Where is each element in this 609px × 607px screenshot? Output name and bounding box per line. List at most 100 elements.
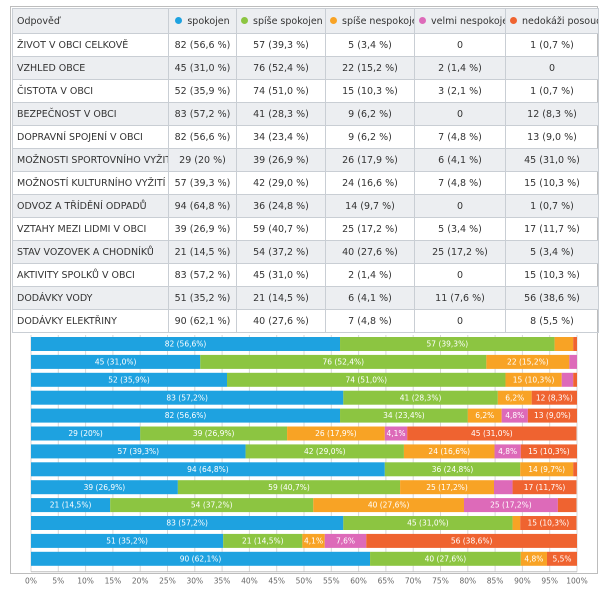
bar-segment [520,551,547,566]
bar-data-label: 45 (31,0%) [407,519,449,528]
row-question: AKTIVITY SPOLKŮ V OBCI [12,263,169,287]
bar-segment [31,426,141,441]
table-row: ŽIVOT V OBCI CELKOVĚ 82 (56,6 %) 57 (39,3 … [12,33,599,57]
bar-segment [557,498,577,513]
table-row: DODÁVKY ELEKTŘINY 90 (62,1 %) 40 (27,6 %) 7… [12,309,599,333]
legend-dot [241,16,248,24]
bar-data-label: 76 (52,4%) [323,358,365,367]
x-tick-label: 70% [405,577,422,586]
bar-segment [512,516,521,530]
bar-segment [407,426,577,441]
bar-segment [31,462,385,477]
bar-data-label: 21 (14,5%) [242,537,284,546]
x-tick-label: 5% [52,577,64,586]
bar-segment [384,426,408,441]
bar-data-label: 82 (56,6%) [165,340,207,349]
x-tick-label: 65% [378,577,395,586]
bar-segment [245,444,404,459]
bar-segment [31,480,178,495]
bar-data-label: 29 (20%) [68,429,103,438]
table-cell: 5 (3,4 %) [505,240,599,264]
bar-data-label: 59 (40,7%) [268,483,310,492]
x-tick-label: 80% [459,577,476,586]
table-cell: 34 (23,4 %) [236,125,326,149]
bar-segment [340,337,555,351]
x-tick-label: 20% [132,577,149,586]
bar-data-label: 83 (57,2%) [166,393,208,402]
bar-data-label: 6,2% [475,411,494,420]
bar-data-label: 52 (35,9%) [108,375,150,384]
bar-data-label: 40 (27,6%) [425,554,467,563]
bar-segment [140,426,288,441]
legend-dot [175,16,183,24]
x-tick-label: 0% [25,577,37,586]
survey-table: Odpověď spokojen spíše spokojen spíše ne… [12,8,599,333]
bar-segment [324,533,367,548]
x-tick-label: 95% [541,577,558,586]
bar-segment [554,337,574,351]
table-cell: 57 (39,3 %) [236,33,326,57]
table-cell: 54 (37,2 %) [236,240,326,264]
table-cell: 82 (56,6 %) [168,125,237,149]
bar-data-label: 56 (38,6%) [451,537,493,546]
table-cell: 5 (3,4 %) [325,33,415,57]
bar-segment [177,480,401,495]
bar-data-label: 26 (17,9%) [315,429,357,438]
table-cell: 83 (57,2 %) [168,263,237,287]
legend-dot [510,16,517,24]
table-cell: 6 (4,1 %) [414,148,506,172]
bar-segment [573,462,577,477]
bar-data-label: 54 (37,2%) [191,501,233,510]
bar-segment [403,444,495,459]
bar-segment [546,551,577,566]
row-question: MOŽNOSTÍ KULTURNÍHO VYŽITÍ [12,171,169,195]
bar-segment [512,480,577,495]
table-row: VZHLED OBCE 45 (31,0 %) 76 (52,4 %) 22 (15,… [12,56,599,80]
bar-data-label: 57 (39,3%) [117,447,159,456]
bar-segment [31,372,228,387]
legend-dot [419,16,426,24]
bar-segment [573,337,577,351]
x-tick-label: 40% [241,577,258,586]
bar-data-label: 24 (16,6%) [428,447,470,456]
table-header-row: Odpověď spokojen spíše spokojen spíše ne… [12,8,599,34]
table-cell: 15 (10,3 %) [505,171,599,195]
table-cell: 25 (17,2 %) [414,240,506,264]
row-question: DODÁVKY VODY [12,286,169,310]
bar-data-label: 83 (57,2%) [166,519,208,528]
row-question: DOPRAVNÍ SPOJENÍ V OBCI [12,125,169,149]
bar-segment [31,516,344,530]
bar-segment [31,354,201,369]
bar-data-label: 90 (62,1%) [180,554,222,563]
table-row: DOPRAVNÍ SPOJENÍ V OBCI 82 (56,6 %) 34 (23… [12,125,599,149]
table-cell: 15 (10,3 %) [505,263,599,287]
bar-segment [287,426,385,441]
table-cell: 83 (57,2 %) [168,102,237,126]
table-cell: 39 (26,9 %) [168,217,237,241]
table-row: MOŽNOSTÍ KULTURNÍHO VYŽITÍ 57 (39,3 %) 42 … [12,171,599,195]
bar-data-label: 25 (17,2%) [490,501,532,510]
table-cell: 94 (64,8 %) [168,194,237,218]
bar-segment [497,390,532,405]
bar-data-label: 39 (26,9%) [193,429,235,438]
bar-segment [561,372,574,387]
bar-segment [520,444,577,459]
table-cell: 11 (7,6 %) [414,286,506,310]
table-row: AKTIVITY SPOLKŮ V OBCI 83 (57,2 %) 45 (31,… [12,263,599,287]
bar-segment [223,533,303,548]
bar-data-label: 74 (51,0%) [345,375,387,384]
table-cell: 0 [414,102,506,126]
row-question: DODÁVKY ELEKTŘINY [12,309,169,333]
table-cell: 2 (1,4 %) [414,56,506,80]
bar-segment [494,480,513,495]
bar-segment [343,390,498,405]
table-cell: 8 (5,5 %) [505,309,599,333]
table-cell: 6 (4,1 %) [325,286,415,310]
bar-data-label: 42 (29,0%) [304,447,346,456]
bar-data-label: 13 (9,0%) [534,411,571,420]
table-cell: 2 (1,4 %) [325,263,415,287]
bar-segment [31,444,246,459]
bar-segment [313,498,464,513]
bar-segment [302,533,325,548]
bar-segment [494,444,521,459]
